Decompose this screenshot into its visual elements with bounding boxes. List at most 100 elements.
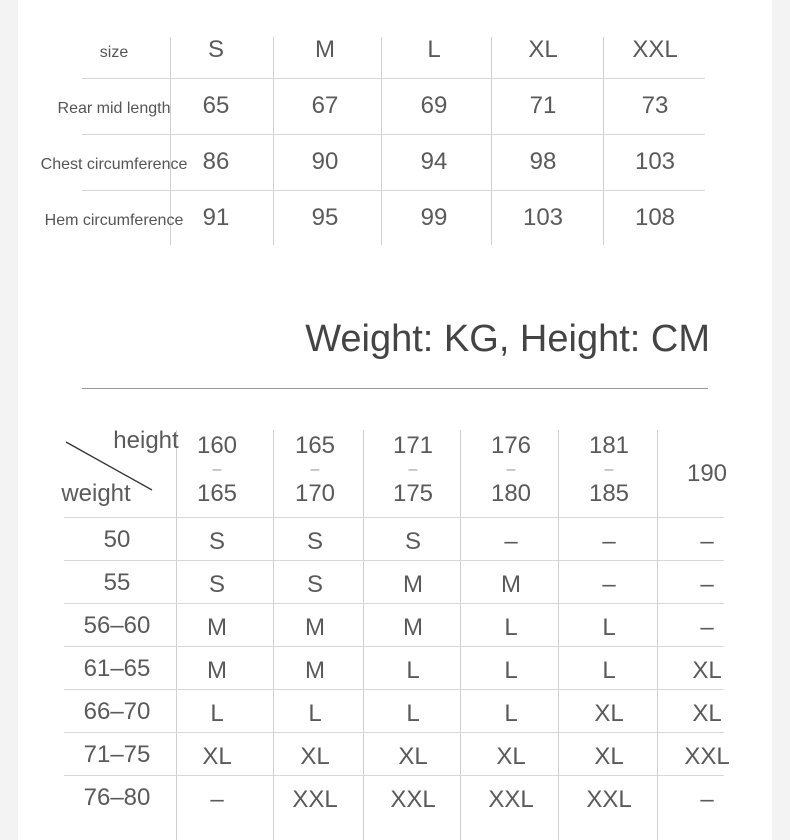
height-header: 190 bbox=[686, 460, 728, 487]
corner-diagonal-line bbox=[65, 441, 153, 491]
size-header: L bbox=[427, 36, 441, 63]
measurement-cell: 69 bbox=[420, 92, 448, 119]
size-cell: – bbox=[504, 528, 518, 555]
size-cell: M bbox=[207, 657, 227, 684]
title-divider bbox=[82, 388, 708, 389]
size-cell: L bbox=[406, 657, 420, 684]
size-cell: XXL bbox=[390, 786, 436, 813]
row-divider bbox=[64, 603, 724, 604]
size-cell: XL bbox=[692, 657, 722, 684]
size-cell: – bbox=[700, 528, 714, 555]
column-divider bbox=[491, 37, 492, 245]
row-label: Hem circumference bbox=[44, 212, 184, 229]
column-divider bbox=[176, 430, 177, 840]
size-cell: L bbox=[504, 657, 518, 684]
measurement-cell: 65 bbox=[202, 92, 230, 119]
size-cell: XXL bbox=[684, 743, 730, 770]
height-range-to: 175 bbox=[392, 480, 434, 507]
height-range-dash: – bbox=[506, 461, 516, 478]
size-cell: M bbox=[501, 571, 521, 598]
height-range-to: 185 bbox=[588, 480, 630, 507]
height-range-from: 181 bbox=[588, 432, 630, 459]
size-cell: XL bbox=[300, 743, 330, 770]
size-cell: XL bbox=[398, 743, 428, 770]
size-cell: M bbox=[305, 614, 325, 641]
row-divider bbox=[64, 560, 724, 561]
measurement-cell: 99 bbox=[420, 204, 448, 231]
row-divider bbox=[64, 775, 724, 776]
size-cell: L bbox=[210, 700, 224, 727]
measurement-cell: 95 bbox=[311, 204, 339, 231]
size-cell: XXL bbox=[292, 786, 338, 813]
height-range-from: 176 bbox=[490, 432, 532, 459]
size-cell: XL bbox=[692, 700, 722, 727]
height-range-to: 180 bbox=[490, 480, 532, 507]
size-cell: M bbox=[403, 614, 423, 641]
size-cell: – bbox=[700, 786, 714, 813]
height-range-to: 165 bbox=[196, 480, 238, 507]
measurement-cell: 86 bbox=[202, 148, 230, 175]
size-cell: – bbox=[602, 528, 616, 555]
size-header: XL bbox=[528, 36, 558, 63]
size-cell: XXL bbox=[586, 786, 632, 813]
weight-label: 55 bbox=[103, 569, 131, 596]
height-range-from: 165 bbox=[294, 432, 336, 459]
size-cell: XL bbox=[594, 743, 624, 770]
size-header: S bbox=[207, 36, 225, 63]
size-cell: M bbox=[207, 614, 227, 641]
size-cell: XL bbox=[594, 700, 624, 727]
size-cell: S bbox=[306, 528, 324, 555]
weight-label: 61–65 bbox=[83, 655, 151, 682]
size-cell: S bbox=[208, 528, 226, 555]
size-cell: S bbox=[208, 571, 226, 598]
size-cell: – bbox=[700, 614, 714, 641]
size-cell: L bbox=[504, 700, 518, 727]
units-title: Weight: KG, Height: CM bbox=[305, 318, 710, 360]
row-divider bbox=[64, 689, 724, 690]
column-divider bbox=[657, 430, 658, 840]
height-range-to: 170 bbox=[294, 480, 336, 507]
size-cell: S bbox=[404, 528, 422, 555]
size-cell: M bbox=[305, 657, 325, 684]
measurement-cell: 94 bbox=[420, 148, 448, 175]
size-cell: L bbox=[406, 700, 420, 727]
weight-label: 56–60 bbox=[83, 612, 151, 639]
height-range-dash: – bbox=[212, 461, 222, 478]
size-cell: – bbox=[602, 571, 616, 598]
measurement-cell: 103 bbox=[522, 204, 564, 231]
size-header: M bbox=[315, 36, 335, 63]
corner-label-height: height bbox=[113, 427, 179, 454]
height-range-dash: – bbox=[408, 461, 418, 478]
size-cell: M bbox=[403, 571, 423, 598]
weight-label: 71–75 bbox=[83, 741, 151, 768]
measurement-cell: 90 bbox=[311, 148, 339, 175]
height-range-from: 171 bbox=[392, 432, 434, 459]
row-divider bbox=[82, 78, 705, 79]
column-divider bbox=[460, 430, 461, 840]
size-chart-sheet bbox=[18, 0, 772, 840]
height-range-dash: – bbox=[604, 461, 614, 478]
size-header: XXL bbox=[632, 36, 678, 63]
column-divider bbox=[170, 37, 171, 245]
column-divider bbox=[381, 37, 382, 245]
size-cell: – bbox=[700, 571, 714, 598]
row-divider bbox=[64, 732, 724, 733]
row-divider bbox=[64, 517, 724, 518]
measurement-cell: 71 bbox=[529, 92, 557, 119]
size-cell: XL bbox=[496, 743, 526, 770]
measurement-cell: 103 bbox=[634, 148, 676, 175]
size-cell: L bbox=[308, 700, 322, 727]
weight-label: 50 bbox=[103, 526, 131, 553]
height-range-from: 160 bbox=[196, 432, 238, 459]
column-divider bbox=[363, 430, 364, 840]
measurement-cell: 108 bbox=[634, 204, 676, 231]
size-cell: XL bbox=[202, 743, 232, 770]
column-divider bbox=[273, 37, 274, 245]
size-cell: L bbox=[602, 657, 616, 684]
row-divider bbox=[82, 134, 705, 135]
column-divider bbox=[558, 430, 559, 840]
size-cell: S bbox=[306, 571, 324, 598]
weight-label: 76–80 bbox=[83, 784, 151, 811]
column-divider bbox=[603, 37, 604, 245]
height-range-dash: – bbox=[310, 461, 320, 478]
